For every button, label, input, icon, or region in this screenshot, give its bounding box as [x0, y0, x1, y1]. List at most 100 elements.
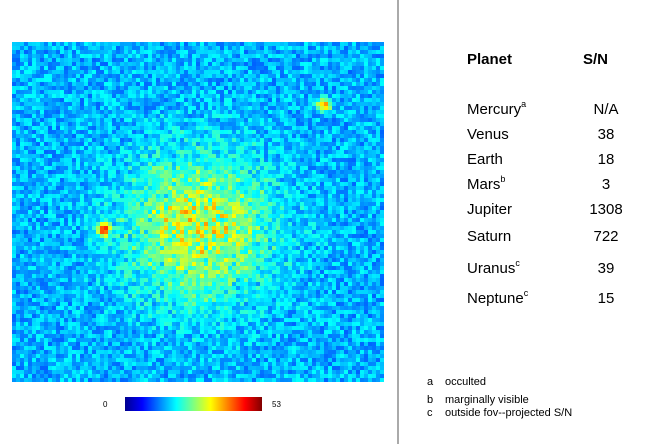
image-pixel: [304, 82, 308, 86]
image-pixel: [88, 166, 92, 170]
image-pixel: [12, 134, 16, 138]
image-pixel: [244, 202, 248, 206]
image-pixel: [204, 170, 208, 174]
image-pixel: [320, 46, 324, 50]
image-pixel: [352, 70, 356, 74]
image-pixel: [80, 186, 84, 190]
image-pixel: [356, 206, 360, 210]
image-pixel: [360, 66, 364, 70]
image-pixel: [184, 222, 188, 226]
image-pixel: [320, 114, 324, 118]
image-pixel: [112, 58, 116, 62]
image-pixel: [20, 202, 24, 206]
image-pixel: [128, 186, 132, 190]
image-pixel: [128, 242, 132, 246]
image-pixel: [128, 190, 132, 194]
image-pixel: [288, 150, 292, 154]
image-pixel: [348, 162, 352, 166]
image-pixel: [140, 190, 144, 194]
image-pixel: [208, 230, 212, 234]
image-pixel: [272, 146, 276, 150]
image-pixel: [200, 74, 204, 78]
image-pixel: [164, 94, 168, 98]
image-pixel: [280, 218, 284, 222]
image-pixel: [264, 46, 268, 50]
image-pixel: [204, 182, 208, 186]
image-pixel: [304, 246, 308, 250]
image-pixel: [24, 150, 28, 154]
image-pixel: [40, 210, 44, 214]
image-pixel: [232, 238, 236, 242]
image-pixel: [216, 102, 220, 106]
image-pixel: [304, 78, 308, 82]
image-pixel: [64, 86, 68, 90]
image-pixel: [72, 118, 76, 122]
image-pixel: [328, 50, 332, 54]
image-pixel: [348, 118, 352, 122]
image-pixel: [88, 222, 92, 226]
image-pixel: [28, 106, 32, 110]
image-pixel: [180, 54, 184, 58]
image-pixel: [380, 190, 384, 194]
image-pixel: [248, 78, 252, 82]
image-pixel: [56, 234, 60, 238]
image-pixel: [96, 170, 100, 174]
image-pixel: [128, 106, 132, 110]
image-pixel: [380, 58, 384, 62]
image-pixel: [28, 174, 32, 178]
image-pixel: [328, 46, 332, 50]
image-pixel: [212, 94, 216, 98]
image-pixel: [76, 170, 80, 174]
image-pixel: [352, 122, 356, 126]
image-pixel: [248, 90, 252, 94]
image-pixel: [280, 238, 284, 242]
image-pixel: [52, 54, 56, 58]
image-pixel: [108, 234, 112, 238]
image-pixel: [48, 114, 52, 118]
image-pixel: [316, 106, 320, 110]
image-pixel: [320, 222, 324, 226]
image-pixel: [304, 190, 308, 194]
image-pixel: [124, 46, 128, 50]
image-pixel: [40, 254, 44, 258]
image-pixel: [16, 150, 20, 154]
image-pixel: [256, 170, 260, 174]
image-pixel: [196, 190, 200, 194]
image-pixel: [112, 218, 116, 222]
image-pixel: [52, 186, 56, 190]
image-pixel: [216, 154, 220, 158]
image-pixel: [68, 226, 72, 230]
image-pixel: [140, 182, 144, 186]
image-pixel: [276, 62, 280, 66]
image-pixel: [324, 102, 328, 106]
image-pixel: [100, 182, 104, 186]
image-pixel: [220, 42, 224, 46]
image-pixel: [340, 182, 344, 186]
image-pixel: [344, 118, 348, 122]
image-pixel: [120, 134, 124, 138]
image-pixel: [128, 50, 132, 54]
image-pixel: [300, 182, 304, 186]
image-pixel: [196, 130, 200, 134]
image-pixel: [348, 142, 352, 146]
image-pixel: [356, 66, 360, 70]
image-pixel: [316, 162, 320, 166]
image-pixel: [136, 82, 140, 86]
image-pixel: [360, 86, 364, 90]
image-pixel: [300, 78, 304, 82]
image-pixel: [304, 202, 308, 206]
image-pixel: [100, 62, 104, 66]
image-pixel: [292, 166, 296, 170]
image-pixel: [52, 86, 56, 90]
image-pixel: [224, 54, 228, 58]
image-pixel: [336, 174, 340, 178]
image-pixel: [208, 234, 212, 238]
image-pixel: [376, 182, 380, 186]
image-pixel: [12, 114, 16, 118]
image-pixel: [248, 230, 252, 234]
image-pixel: [192, 194, 196, 198]
image-pixel: [160, 254, 164, 258]
image-pixel: [100, 78, 104, 82]
image-pixel: [88, 218, 92, 222]
image-pixel: [336, 198, 340, 202]
